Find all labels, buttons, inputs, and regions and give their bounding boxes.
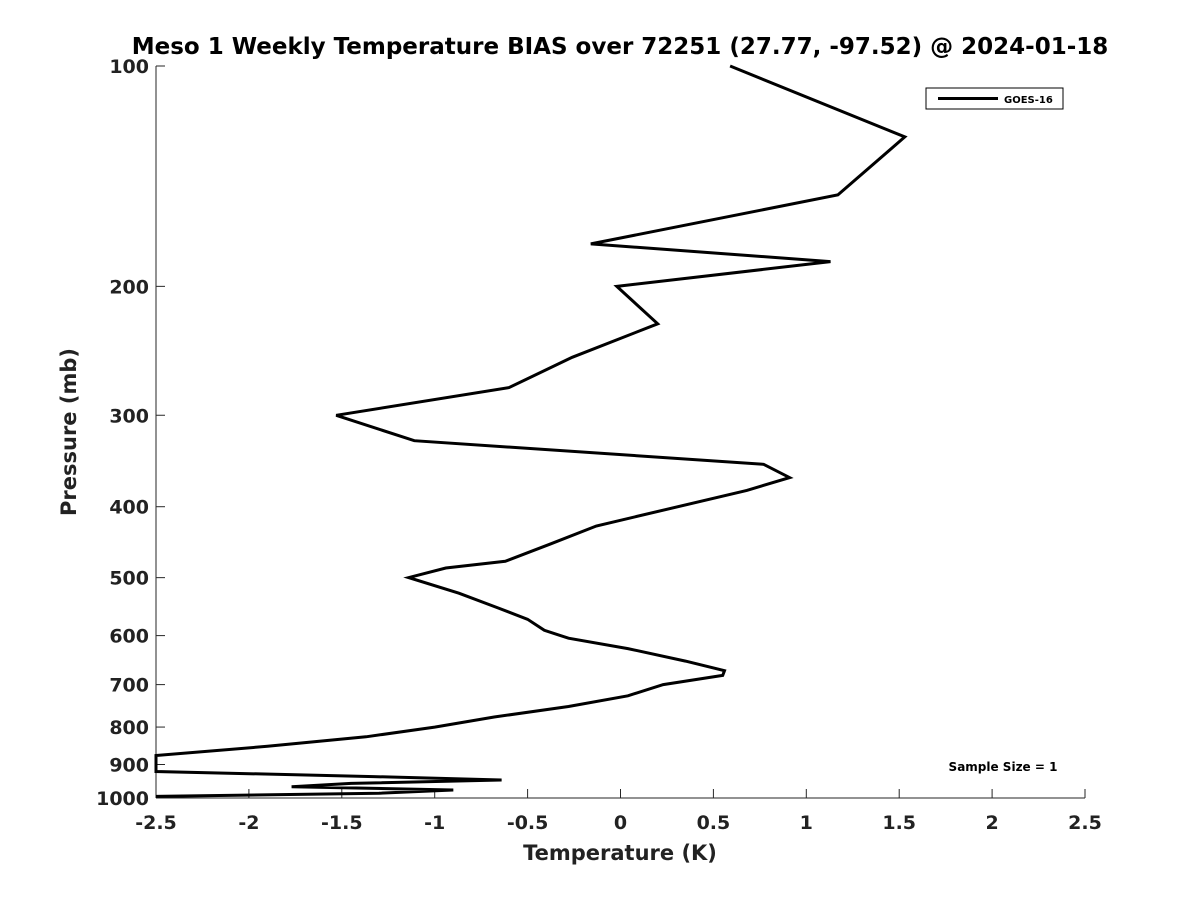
legend-label-goes-16: GOES-16 bbox=[1004, 95, 1053, 106]
y-tick-label: 500 bbox=[109, 568, 149, 590]
y-tick-label: 400 bbox=[109, 497, 149, 519]
y-axis-label: Pressure (mb) bbox=[57, 348, 81, 516]
x-tick-label: 0 bbox=[614, 812, 627, 834]
x-tick-label: 2.5 bbox=[1068, 812, 1102, 834]
series-group bbox=[154, 64, 908, 798]
x-tick-label: -2 bbox=[238, 812, 259, 834]
y-tick-label: 900 bbox=[109, 755, 149, 777]
plot-area bbox=[155, 66, 1085, 799]
x-tick-label: 1 bbox=[800, 812, 813, 834]
y-tick-label: 200 bbox=[109, 276, 149, 298]
y-tick-label: 700 bbox=[109, 675, 149, 697]
series-line-goes-16 bbox=[154, 64, 908, 798]
x-tick-label: -0.5 bbox=[507, 812, 549, 834]
x-tick-label: -2.5 bbox=[135, 812, 177, 834]
y-tick-label: 600 bbox=[109, 626, 149, 648]
y-tick-label: 100 bbox=[109, 56, 149, 78]
x-tick-label: 2 bbox=[985, 812, 998, 834]
x-tick-label: 1.5 bbox=[882, 812, 916, 834]
x-tick-label: 0.5 bbox=[697, 812, 731, 834]
y-tick-label: 300 bbox=[109, 405, 149, 427]
y-axis-ticks: 100 200 300 400 500 600 700 800 900 1000 bbox=[96, 56, 165, 810]
x-axis-label: Temperature (K) bbox=[523, 841, 717, 865]
x-axis-ticks: -2.5 -2 -1.5 -1 -0.5 0 0.5 1 1.5 2 2.5 bbox=[135, 789, 1102, 834]
legend: GOES-16 bbox=[925, 87, 1064, 110]
y-tick-label: 1000 bbox=[96, 788, 149, 810]
x-tick-label: -1 bbox=[424, 812, 445, 834]
sample-size-annotation: Sample Size = 1 bbox=[949, 760, 1058, 774]
chart-title: Meso 1 Weekly Temperature BIAS over 7225… bbox=[132, 34, 1109, 60]
x-tick-label: -1.5 bbox=[321, 812, 363, 834]
y-tick-label: 800 bbox=[109, 717, 149, 739]
